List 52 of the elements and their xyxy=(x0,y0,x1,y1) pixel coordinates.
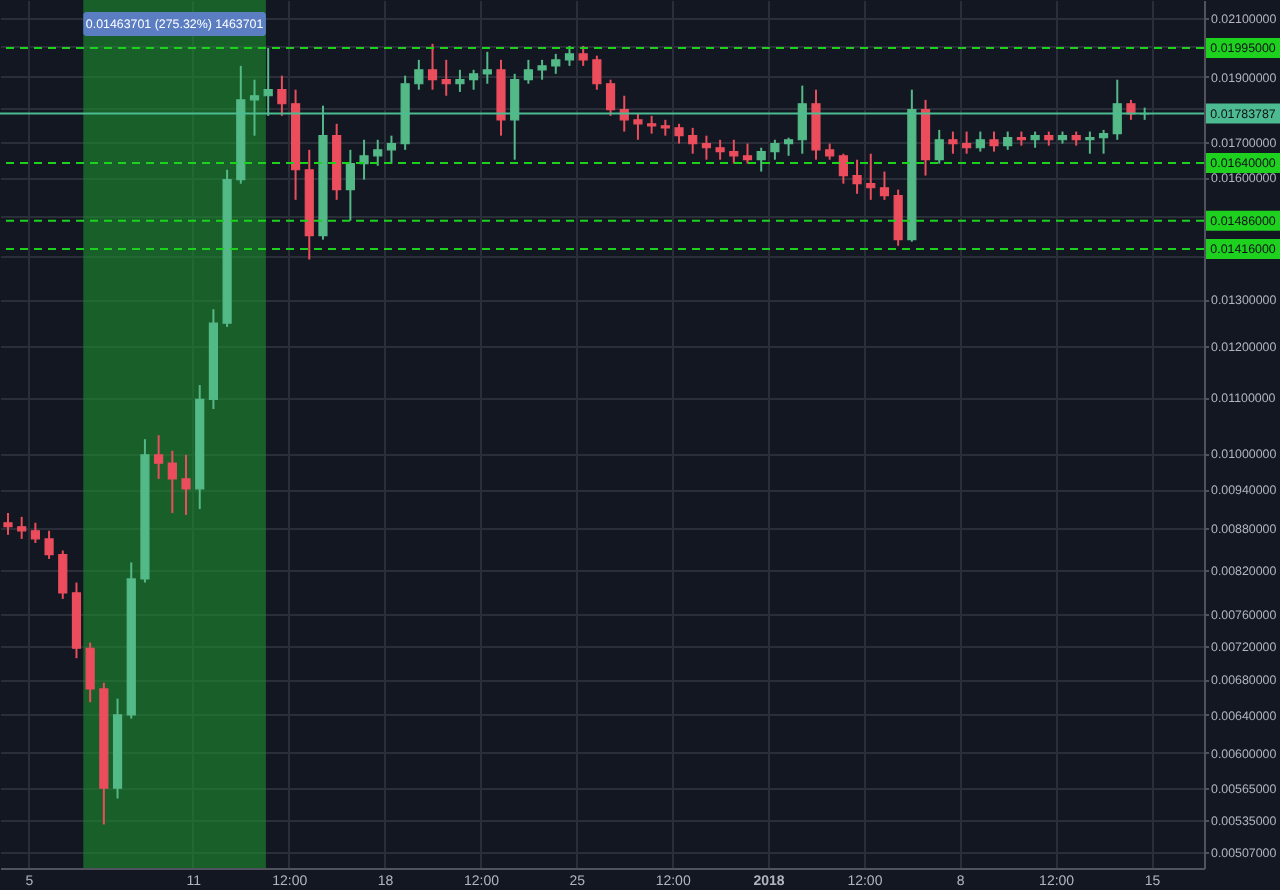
candlestick xyxy=(852,158,862,195)
candlestick xyxy=(605,78,616,117)
candlestick xyxy=(879,170,890,201)
candlestick xyxy=(537,58,547,81)
candlestick xyxy=(277,74,287,117)
candlestick xyxy=(742,142,753,165)
candlestick xyxy=(1003,130,1013,151)
candlestick xyxy=(427,42,438,91)
candlestick xyxy=(1085,130,1095,155)
candlestick xyxy=(373,138,383,167)
candlestick xyxy=(934,128,944,165)
candlestick xyxy=(44,529,54,560)
candlestick xyxy=(866,152,876,201)
candlestick xyxy=(523,58,533,85)
candlestick xyxy=(181,453,191,516)
candlestick xyxy=(30,521,40,544)
candlestick xyxy=(167,449,177,514)
candlestick xyxy=(688,126,698,155)
candlestick xyxy=(359,138,369,181)
candlestick xyxy=(962,130,972,155)
candlestick xyxy=(989,130,999,153)
candlestick xyxy=(578,44,588,67)
candlestick xyxy=(154,434,164,480)
candlestick xyxy=(975,130,985,153)
candlestick xyxy=(1098,128,1109,155)
candlestick xyxy=(58,549,68,600)
candlestick xyxy=(414,58,424,91)
candlestick xyxy=(674,122,684,145)
candlestick xyxy=(455,68,465,93)
candlestick xyxy=(564,44,575,67)
candlestick xyxy=(948,130,958,155)
candlestick xyxy=(770,138,780,161)
candlestick xyxy=(85,641,95,704)
candlestick xyxy=(811,88,821,161)
candlestick xyxy=(838,152,848,185)
candlestick xyxy=(592,54,602,91)
candlestick xyxy=(3,511,13,536)
candlestick xyxy=(469,68,479,91)
candlestick xyxy=(756,146,766,173)
candlestick xyxy=(482,50,492,85)
candlestick xyxy=(551,52,561,75)
candlestick xyxy=(729,138,739,165)
candlestick xyxy=(633,112,643,141)
candlestick xyxy=(893,188,903,247)
candlestick xyxy=(17,515,27,540)
candlestick xyxy=(715,138,725,161)
candlestick xyxy=(1126,98,1136,121)
candlestick xyxy=(441,58,451,97)
candlestick xyxy=(345,148,355,222)
candlestick xyxy=(701,134,712,161)
candlestick xyxy=(386,134,397,165)
candlestick xyxy=(783,136,794,157)
